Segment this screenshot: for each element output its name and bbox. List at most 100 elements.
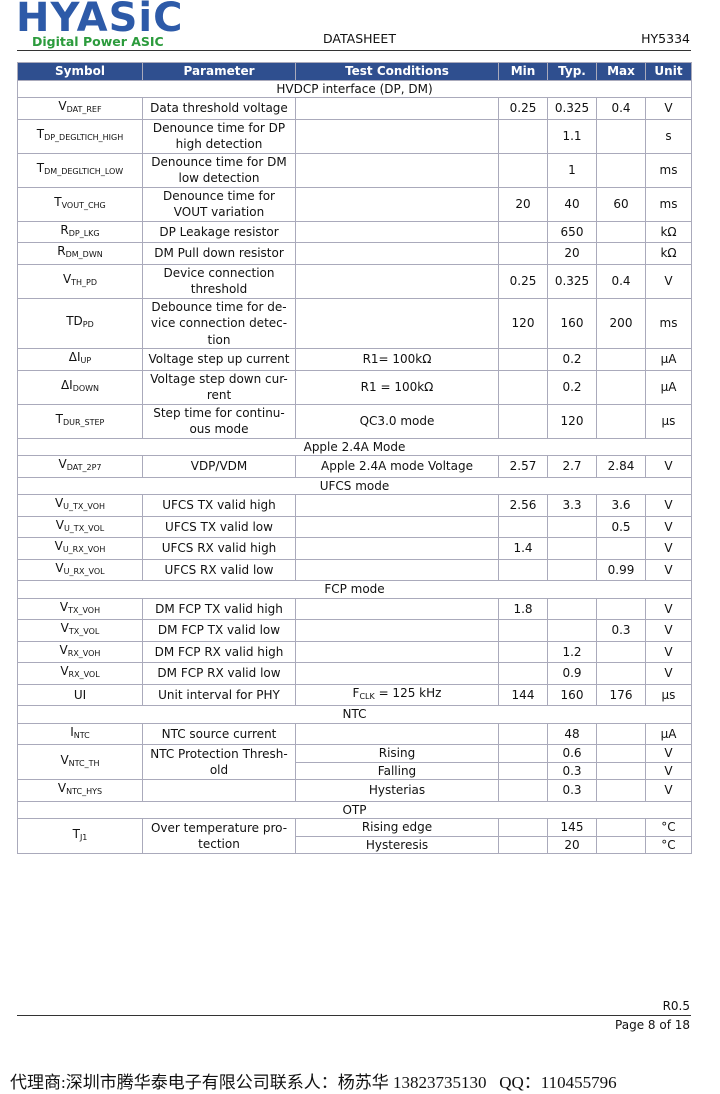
unit-text: V: [664, 562, 673, 577]
conditions: [295, 597, 499, 620]
typ-text: 1.2: [562, 644, 582, 659]
symbol-main: ΔI: [68, 350, 81, 364]
section: HVDCP interface (DP, DM): [17, 79, 692, 98]
table-row: Apple 2.4A Mode: [17, 437, 692, 456]
column-header: Unit: [645, 62, 692, 81]
min: [498, 722, 548, 745]
symbol: TVOUT_CHG: [17, 186, 143, 222]
table-row: RDM_DWN DM Pull down resistor 20 kΩ: [17, 242, 692, 265]
parameter-line: vice connection detec-: [150, 316, 288, 330]
parameter-line: UFCS TX valid low: [165, 519, 273, 534]
max: 0.4: [596, 97, 646, 120]
symbol-main: R: [57, 244, 66, 258]
symbol: VRX_VOH: [17, 640, 143, 663]
min-text: 144: [511, 687, 535, 702]
typ: 40: [547, 186, 597, 222]
conditions: [295, 297, 499, 349]
typ: 0.6: [547, 744, 597, 763]
symbol: VDAT_REF: [17, 97, 143, 120]
conditions: [295, 662, 499, 685]
parameter-line: Denounce time for DP: [152, 120, 286, 135]
max-text: 2.84: [607, 459, 635, 473]
parameter-line: threshold: [190, 282, 248, 296]
unit: V: [645, 761, 692, 780]
symbol-main: T: [72, 826, 80, 841]
parameter-line: NTC source current: [161, 726, 277, 741]
typ: [547, 558, 597, 581]
table-row: INTC NTC source current 48 µA: [17, 722, 692, 745]
parameter: UFCS RX valid high: [142, 537, 296, 560]
conditions: [295, 537, 499, 560]
typ: [547, 515, 597, 538]
table-row: VTX_VOH DM FCP TX valid high 1.8 V: [17, 597, 692, 620]
typ: 1.2: [547, 640, 597, 663]
conditions: [295, 242, 499, 265]
parameter-line: Step time for continu-: [153, 405, 285, 420]
conditions-text: Rising: [378, 746, 416, 760]
unit: V: [645, 537, 692, 560]
parameter-line: Denounce time for DM: [151, 154, 287, 169]
symbol-subscript: DUR_STEP: [62, 417, 105, 427]
header-row: Symbol Parameter Test Conditions Min Typ. Max…: [17, 62, 692, 81]
typ: 48: [547, 722, 597, 745]
parameter-line: tection: [198, 837, 240, 851]
typ-text: 40: [564, 196, 580, 211]
unit: V: [645, 662, 692, 685]
conditions: [295, 263, 499, 299]
parameter: Over temperature pro-tection: [142, 818, 296, 854]
symbol: VU_RX_VOL: [17, 558, 143, 581]
unit-text: µs: [661, 413, 676, 428]
parameter: Denounce time for DM low detection: [142, 152, 296, 188]
section: FCP mode: [17, 580, 692, 599]
symbol: VRX_VOL: [17, 662, 143, 685]
logo: HYASiC: [16, 0, 184, 41]
parameter: NTC Protection Thresh-old: [142, 744, 296, 780]
unit-text: V: [664, 623, 673, 637]
table-row: VNTC_TH NTC Protection Thresh-old Rising 0.…: [17, 744, 692, 780]
symbol-main: V: [54, 539, 63, 553]
section-text: Apple 2.4A Mode: [303, 439, 406, 454]
min: [498, 835, 548, 854]
symbol: TDUR_STEP: [17, 403, 143, 439]
table-row: UFCS mode: [17, 476, 692, 495]
max: [596, 152, 646, 188]
table-row: HVDCP interface (DP, DM): [17, 79, 692, 98]
unit: µA: [645, 369, 692, 405]
unit-text: µA: [660, 352, 677, 366]
table-row: VDAT_2P7 VDP/VDM Apple 2.4A mode Voltage 2.…: [17, 455, 692, 478]
column-header: Symbol: [17, 62, 143, 81]
table-row: VU_TX_VOH UFCS TX valid high 2.56 3.3 3.6 V: [17, 494, 692, 517]
min: 1.8: [498, 597, 548, 620]
max: [596, 220, 646, 243]
min: [498, 744, 548, 763]
unit: V: [645, 97, 692, 120]
unit-text: V: [664, 783, 673, 797]
unit: s: [645, 118, 692, 154]
min: 2.56: [498, 494, 548, 517]
typ-text: 0.3: [562, 763, 582, 778]
parameter-line: Denounce time for: [162, 188, 275, 203]
parameter: Denounce time for VOUT variation: [142, 186, 296, 222]
min: 144: [498, 683, 548, 706]
typ-text: 0.3: [562, 783, 582, 797]
parameter: DM Pull down resistor: [142, 242, 296, 265]
unit-text: V: [664, 498, 673, 512]
unit: V: [645, 455, 692, 478]
max: [596, 348, 646, 371]
conditions: QC3.0 mode: [295, 403, 499, 439]
conditions: [295, 640, 499, 663]
symbol-main: V: [59, 599, 69, 614]
min: [498, 662, 548, 685]
parameter: DM FCP RX valid high: [142, 640, 296, 663]
typ: 3.3: [547, 494, 597, 517]
max-text: 3.6: [611, 498, 631, 512]
parameter: Unit interval for PHY: [142, 683, 296, 706]
max-text: 0.4: [611, 273, 631, 288]
unit: µA: [645, 348, 692, 371]
typ: 0.3: [547, 761, 597, 780]
symbol: VTH_PD: [17, 263, 143, 299]
max-text: 0.3: [611, 623, 631, 637]
unit-text: µA: [660, 379, 677, 394]
min: [498, 152, 548, 188]
typ: 160: [547, 683, 597, 706]
